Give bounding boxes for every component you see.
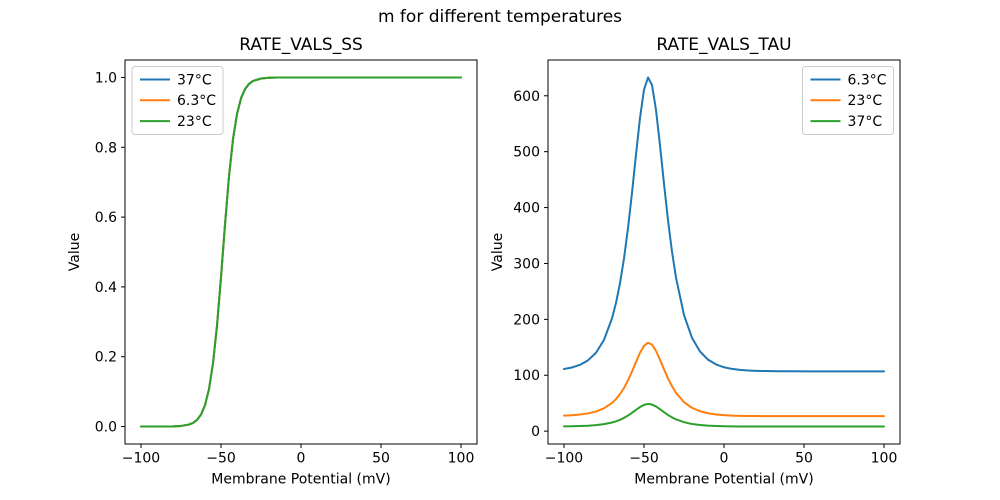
chart-ss-title: RATE_VALS_SS <box>239 35 363 55</box>
chart-ss-xtick-label: −100 <box>122 451 160 467</box>
chart-tau-xtick-label: −50 <box>629 451 659 467</box>
chart-tau-ytick-label: 600 <box>513 89 540 105</box>
chart-ss-xtick-label: 50 <box>372 451 390 467</box>
chart-tau-ytick-label: 0 <box>531 424 540 440</box>
chart-ss: −100 −50 0 50 100 0.0 0.2 0.4 0.6 0.8 1.0 RATE_VALS… <box>67 35 478 488</box>
chart-tau-legend-label-0: 6.3°C <box>848 72 887 88</box>
chart-ss-ytick-label: 0.4 <box>95 280 117 296</box>
chart-tau-ytick-label: 200 <box>513 312 540 328</box>
chart-tau-legend-label-1: 23°C <box>848 93 883 109</box>
chart-tau-ytick-label: 100 <box>513 368 540 384</box>
chart-tau-legend: 6.3°C 23°C 37°C <box>802 66 894 135</box>
chart-tau-series-line-1 <box>563 341 885 418</box>
chart-ss-ytick-label: 0.6 <box>95 210 117 226</box>
chart-tau-xlabel: Membrane Potential (mV) <box>634 472 813 488</box>
chart-tau-xtick-label: −100 <box>545 451 583 467</box>
chart-tau: −100 −50 0 50 100 0 100 200 300 400 500 600 RATE_VAL… <box>490 35 901 488</box>
chart-ss-legend-label-0: 37°C <box>177 72 212 88</box>
chart-ss-ytick-label: 1.0 <box>95 70 117 86</box>
chart-tau-ytick-label: 400 <box>513 201 540 217</box>
chart-tau-xtick-label: 100 <box>871 451 898 467</box>
chart-ss-ytick-label: 0.0 <box>95 420 117 436</box>
chart-tau-title: RATE_VALS_TAU <box>656 35 791 55</box>
chart-tau-series-line-2 <box>563 402 885 428</box>
chart-ss-legend-label-1: 6.3°C <box>177 93 216 109</box>
chart-tau-xtick-label: 50 <box>795 451 813 467</box>
chart-tau-legend-frame <box>802 66 894 135</box>
chart-ss-ytick-label: 0.8 <box>95 140 117 156</box>
chart-ss-ylabel: Value <box>67 233 83 271</box>
chart-ss-series-line-2 <box>140 76 462 428</box>
chart-tau-ytick-label: 500 <box>513 145 540 161</box>
chart-ss-xlabel: Membrane Potential (mV) <box>211 472 390 488</box>
chart-ss-legend: 37°C 6.3°C 23°C <box>131 66 224 135</box>
chart-tau-ytick-label: 300 <box>513 256 540 272</box>
chart-ss-ytick-label: 0.2 <box>95 350 117 366</box>
chart-ss-xtick-label: 0 <box>297 451 306 467</box>
chart-ss-xtick-label: −50 <box>206 451 236 467</box>
chart-ss-legend-frame <box>131 66 224 135</box>
chart-tau-legend-label-2: 37°C <box>848 114 883 130</box>
chart-tau-series-line-0 <box>563 76 885 373</box>
chart-ss-xtick-label: 100 <box>448 451 475 467</box>
chart-ss-legend-label-2: 23°C <box>177 114 212 130</box>
chart-tau-ylabel: Value <box>490 233 506 271</box>
chart-tau-xtick-label: 0 <box>720 451 729 467</box>
